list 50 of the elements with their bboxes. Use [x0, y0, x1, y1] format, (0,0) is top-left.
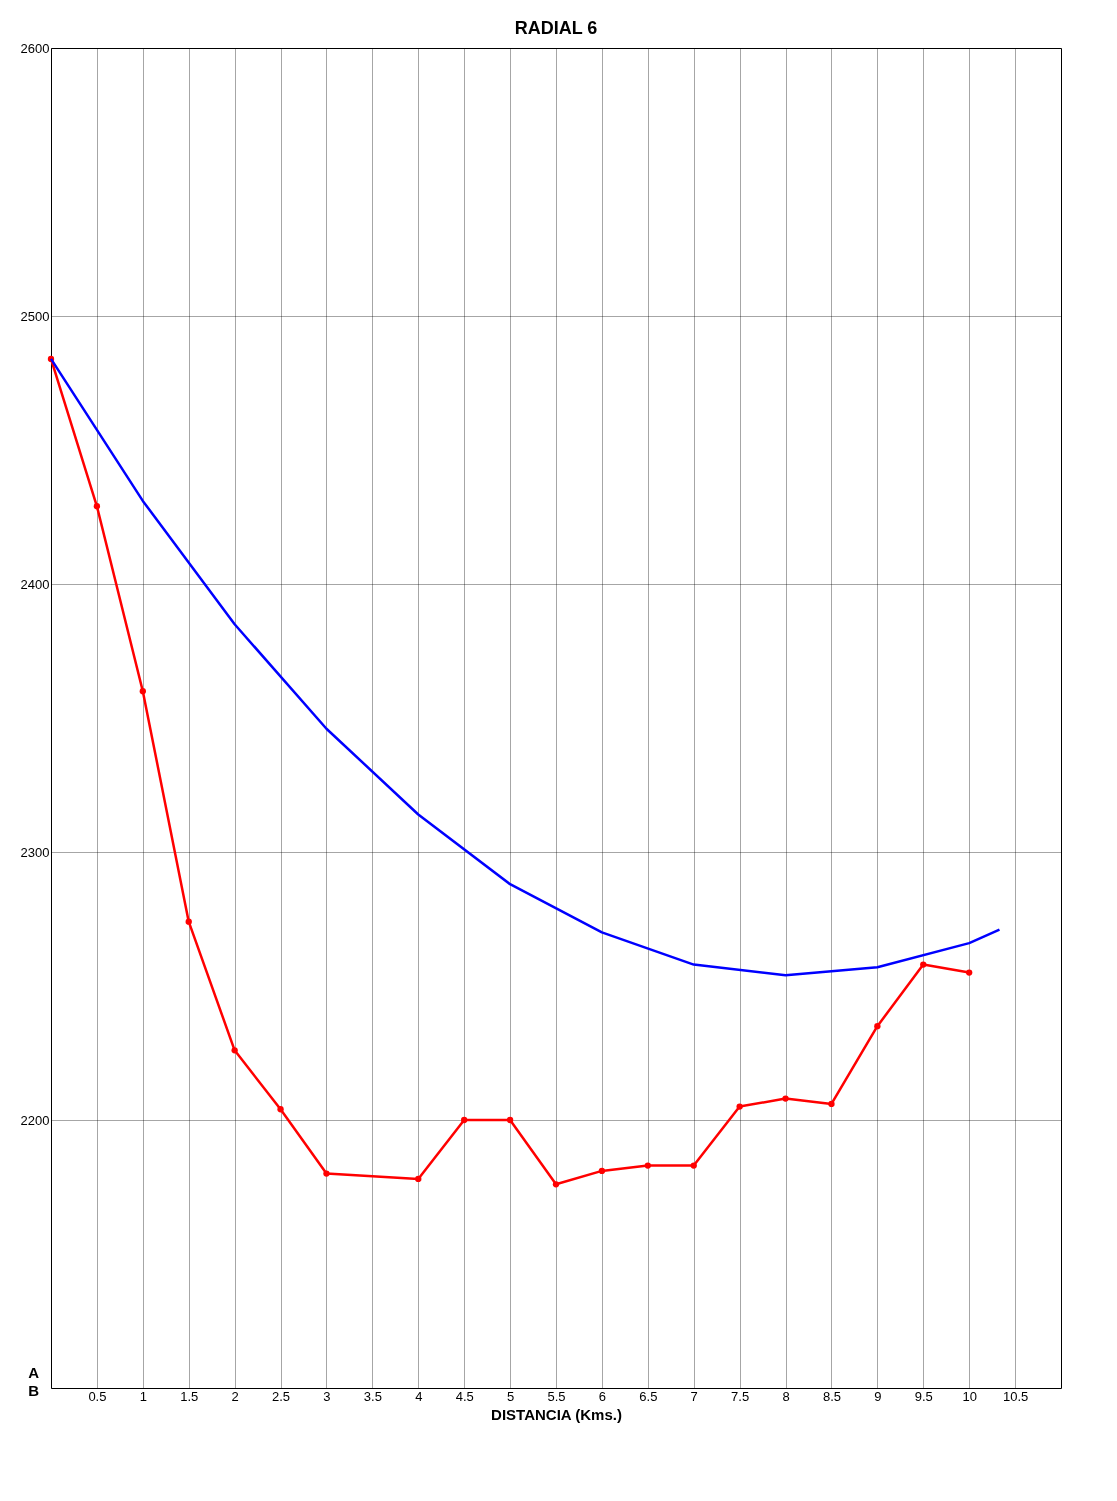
chart-title: RADIAL 6	[514, 18, 598, 38]
point	[828, 1100, 835, 1108]
y-tick-label: 2300	[20, 844, 50, 860]
point	[782, 1095, 789, 1102]
point	[690, 1162, 697, 1169]
x-tick-label: 10	[962, 1388, 977, 1404]
x-tick-label: 9.5	[914, 1388, 933, 1404]
x-tick-label: 1	[139, 1388, 147, 1404]
x-tick-label: 2.5	[272, 1388, 291, 1404]
x-tick-label: 3	[323, 1388, 331, 1404]
y-tick-label: 2200	[20, 1112, 50, 1128]
point	[966, 969, 973, 976]
point	[139, 688, 146, 695]
point	[736, 1103, 743, 1110]
point	[644, 1162, 651, 1169]
point	[231, 1047, 238, 1054]
x-tick-label: 5	[506, 1388, 515, 1404]
x-tick-label: 5.5	[547, 1388, 566, 1404]
x-tick-label: 4.5	[455, 1388, 474, 1404]
x-tick-label: 2	[231, 1388, 239, 1404]
x-tick-label: 10.5	[1002, 1388, 1029, 1404]
x-axis-title: DISTANCIA (Kms.)	[491, 1405, 622, 1423]
point	[277, 1106, 284, 1113]
y-tick-label: 2400	[20, 576, 50, 592]
point	[552, 1181, 560, 1188]
point	[93, 503, 101, 510]
x-tick-label: 6	[598, 1388, 607, 1404]
x-tick-label: 6.5	[639, 1388, 658, 1404]
x-tick-label: 0.5	[88, 1388, 107, 1404]
x-tick-label: 9	[874, 1388, 882, 1404]
point	[598, 1167, 606, 1175]
point	[874, 1023, 881, 1030]
x-tick-label: 1.5	[180, 1388, 199, 1404]
x-tick-label: 8	[782, 1388, 790, 1404]
x-tick-label: 7	[690, 1388, 698, 1404]
point	[920, 961, 927, 968]
x-tick-label: 7.5	[731, 1388, 750, 1404]
point	[506, 1116, 514, 1124]
point	[185, 918, 192, 925]
y-tick-label: 2500	[20, 308, 50, 324]
y-tick-label: 2600	[20, 40, 50, 56]
x-tick-label: 4	[415, 1388, 423, 1404]
text: B	[28, 1382, 40, 1399]
point	[323, 1170, 330, 1177]
text: A	[28, 1364, 40, 1381]
line-series	[49, 357, 1001, 977]
point	[461, 1116, 468, 1124]
point	[415, 1175, 422, 1183]
x-tick-label: 3.5	[363, 1388, 382, 1404]
x-tick-label: 8.5	[822, 1388, 841, 1404]
